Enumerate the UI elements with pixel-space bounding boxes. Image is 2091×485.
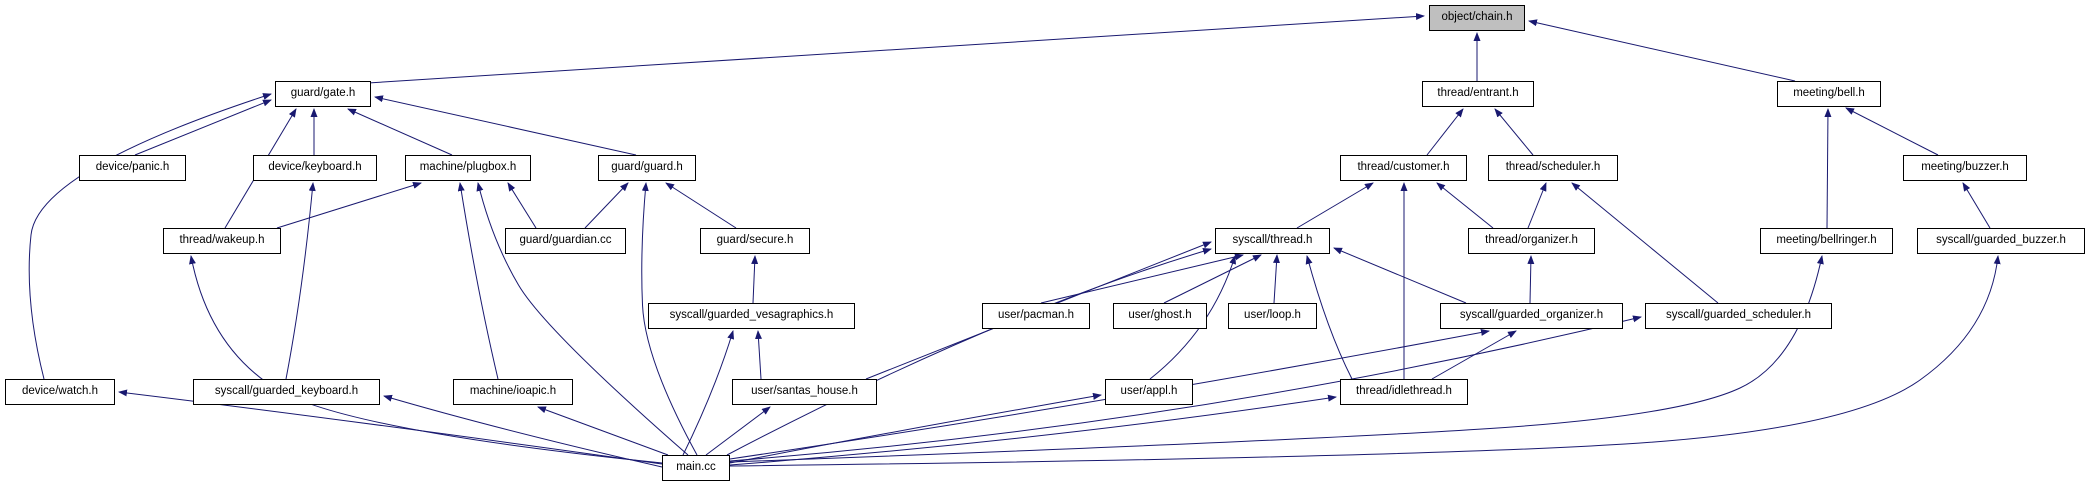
edge-group (28, 13, 2001, 468)
edge-main-gkeyboard (383, 394, 663, 468)
node-gbuzzer[interactable]: syscall/guarded_buzzer.h (1917, 228, 2085, 254)
node-gate[interactable]: guard/gate.h (275, 81, 371, 107)
node-sthread[interactable]: syscall/thread.h (1215, 228, 1330, 254)
edge-organizer-customer (1436, 182, 1494, 229)
edge-scheduler-entrant (1494, 108, 1534, 156)
edge-main-bellringer (729, 255, 1824, 463)
edge-buzzer-bell (1845, 107, 1939, 156)
node-secure[interactable]: guard/secure.h (700, 228, 810, 254)
node-buzzer[interactable]: meeting/buzzer.h (1903, 155, 2027, 181)
edge-panic-gate (134, 99, 272, 156)
edge-main-plugbox (476, 182, 689, 456)
node-bell[interactable]: meeting/bell.h (1777, 81, 1881, 107)
edge-main-gbuzzer (729, 255, 2001, 467)
node-gkeyboard[interactable]: syscall/guarded_keyboard.h (193, 379, 380, 405)
node-main[interactable]: main.cc (662, 455, 730, 481)
edge-main-appl (729, 392, 1102, 464)
edge-gorganizer-sthread (1333, 247, 1467, 304)
node-loop[interactable]: user/loop.h (1228, 303, 1317, 329)
node-guardian[interactable]: guard/guardian.cc (505, 228, 626, 254)
edge-customer-entrant (1426, 108, 1464, 156)
edge-gorganizer-organizer (1527, 255, 1535, 304)
edge-watch-gate (28, 93, 272, 380)
node-gscheduler[interactable]: syscall/guarded_scheduler.h (1645, 303, 1832, 329)
edge-santas-gvesa (755, 330, 762, 380)
edge-pacman-sthread (1040, 253, 1244, 304)
node-appl[interactable]: user/appl.h (1105, 379, 1193, 405)
node-keyboard[interactable]: device/keyboard.h (253, 155, 377, 181)
edge-main-ioapic (537, 406, 669, 456)
node-customer[interactable]: thread/customer.h (1340, 155, 1467, 181)
edge-bell-chain (1528, 19, 1796, 82)
edge-guardian-guard (584, 182, 629, 229)
node-chain: object/chain.h (1429, 5, 1525, 31)
edge-main-gscheduler (729, 315, 1642, 462)
node-wakeup[interactable]: thread/wakeup.h (163, 228, 281, 254)
edge-gbuzzer-buzzer (1962, 182, 1991, 229)
edge-main-idlethread (729, 394, 1337, 466)
node-pacman[interactable]: user/pacman.h (982, 303, 1090, 329)
edge-idlethread-sthread (1305, 255, 1353, 380)
node-gorganizer[interactable]: syscall/guarded_organizer.h (1440, 303, 1623, 329)
edge-main-santas (705, 406, 771, 456)
edge-sthread-customer (1296, 182, 1374, 229)
edge-wakeup-plugbox (276, 182, 422, 229)
edge-ghost-sthread (1163, 254, 1262, 304)
edge-bellringer-bell (1824, 108, 1832, 229)
node-ioapic[interactable]: machine/ioapic.h (453, 379, 573, 405)
node-plugbox[interactable]: machine/plugbox.h (405, 155, 531, 181)
edge-main-gvesa (682, 330, 735, 456)
node-bellringer[interactable]: meeting/bellringer.h (1760, 228, 1893, 254)
edge-guardian-plugbox (507, 182, 537, 229)
edge-main-guard (641, 182, 698, 456)
node-organizer[interactable]: thread/organizer.h (1468, 228, 1595, 254)
edge-main-watch (118, 389, 663, 465)
edge-plugbox-gate (347, 108, 453, 156)
edge-main-sthread (726, 247, 1212, 456)
edge-gscheduler-scheduler (1571, 182, 1719, 304)
node-scheduler[interactable]: thread/scheduler.h (1488, 155, 1618, 181)
edge-organizer-scheduler (1527, 182, 1547, 229)
edge-gkeyboard-keyboard (285, 182, 316, 380)
edge-gate-chain (367, 13, 1425, 84)
node-gvesa[interactable]: syscall/guarded_vesagraphics.h (648, 303, 855, 329)
node-idlethread[interactable]: thread/idlethread.h (1340, 379, 1468, 405)
node-ghost[interactable]: user/ghost.h (1113, 303, 1207, 329)
node-guard[interactable]: guard/guard.h (598, 155, 696, 181)
node-panic[interactable]: device/panic.h (79, 155, 186, 181)
node-santas[interactable]: user/santas_house.h (732, 379, 877, 405)
edge-gvesa-secure (751, 255, 759, 304)
edge-guard-gate (374, 95, 637, 156)
edge-secure-guard (665, 182, 737, 229)
edge-loop-sthread (1273, 254, 1280, 304)
edge-ioapic-plugbox (457, 182, 499, 380)
node-watch[interactable]: device/watch.h (5, 379, 115, 405)
node-entrant[interactable]: thread/entrant.h (1422, 81, 1534, 107)
